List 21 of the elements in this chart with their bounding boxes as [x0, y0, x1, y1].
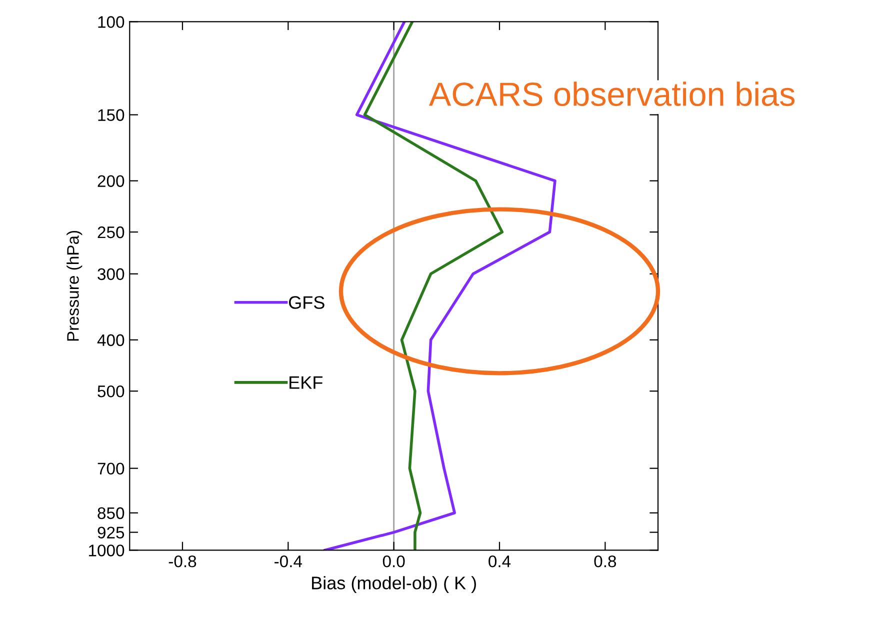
y-tick-label: 250	[98, 226, 124, 238]
x-tick-label: 0.4	[488, 555, 511, 568]
y-axis-title: Pressure (hPa)	[66, 230, 82, 341]
y-tick-label: 850	[98, 507, 124, 520]
y-tick-label: 925	[98, 526, 124, 538]
x-axis-title: Bias (model-ob) ( K )	[312, 576, 476, 593]
x-tick-label: -0.4	[274, 555, 302, 568]
legend-label: GFS	[288, 296, 324, 309]
y-tick-label: 700	[98, 462, 124, 475]
y-tick-label: 400	[97, 334, 124, 346]
y-tick-label: 150	[98, 109, 124, 121]
y-tick-label: 1000	[88, 544, 124, 556]
y-tick-label: 100	[98, 16, 124, 28]
legend-label: EKF	[290, 376, 322, 389]
y-tick-label: 500	[98, 386, 124, 398]
x-tick-label: -0.8	[168, 555, 196, 568]
y-tick-label: 200	[98, 175, 124, 188]
y-tick-label: 300	[98, 268, 124, 280]
x-tick-label: 0.0	[382, 555, 405, 568]
annotation: ACARS observation bias	[428, 82, 795, 106]
x-tick-label: 0.8	[594, 555, 616, 568]
